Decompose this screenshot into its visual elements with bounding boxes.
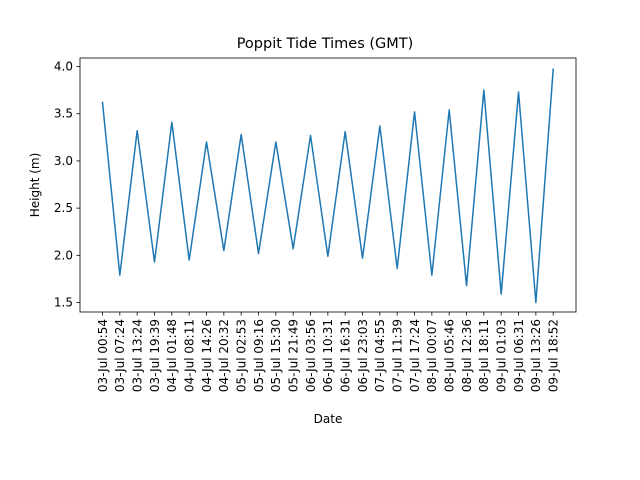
y-tick-label: 3.5: [54, 107, 73, 121]
x-tick-label: 09-Jul 13:26: [529, 319, 543, 392]
x-tick-label: 03-Jul 19:39: [148, 319, 162, 392]
x-tick-label: 03-Jul 00:54: [96, 319, 110, 392]
x-tick-label: 05-Jul 15:30: [269, 319, 283, 392]
x-tick-label: 04-Jul 14:26: [200, 319, 214, 392]
x-tick-label: 09-Jul 18:52: [547, 319, 561, 392]
x-axis-label: Date: [314, 412, 343, 426]
y-tick-label: 1.5: [54, 296, 73, 310]
x-tick-label: 07-Jul 04:55: [373, 319, 387, 392]
x-tick-label: 09-Jul 01:03: [494, 319, 508, 392]
x-tick-label: 08-Jul 18:11: [477, 319, 491, 392]
x-tick-label: 06-Jul 03:56: [304, 319, 318, 392]
x-axis-ticks: 03-Jul 00:54 03-Jul 07:24 03-Jul 13:24 03-J…: [96, 312, 561, 392]
chart-title: Poppit Tide Times (GMT): [237, 36, 414, 52]
x-tick-label: 08-Jul 05:46: [442, 319, 456, 392]
x-tick-label: 06-Jul 10:31: [321, 319, 335, 392]
x-tick-label: 06-Jul 23:03: [356, 319, 370, 392]
x-tick-label: 04-Jul 08:11: [182, 319, 196, 392]
x-tick-label: 06-Jul 16:31: [338, 319, 352, 392]
tide-height-line: [101, 68, 555, 304]
x-tick-label: 04-Jul 20:32: [217, 319, 231, 392]
y-axis-ticks: 1.5 2.0 2.5 3.0 3.5 4.0: [54, 59, 80, 310]
x-tick-label: 07-Jul 17:24: [408, 319, 422, 392]
x-tick-label: 05-Jul 09:16: [252, 319, 266, 392]
x-tick-label: 04-Jul 01:48: [165, 319, 179, 392]
plot-background: [80, 58, 576, 312]
x-tick-label: 05-Jul 21:49: [286, 319, 300, 392]
x-tick-label: 08-Jul 00:07: [425, 319, 439, 392]
y-tick-label: 3.0: [54, 154, 73, 168]
y-tick-label: 2.0: [54, 248, 73, 262]
y-tick-label: 4.0: [54, 59, 73, 73]
x-tick-label: 09-Jul 06:31: [512, 319, 526, 392]
y-axis-label: Height (m): [28, 153, 42, 218]
x-tick-label: 05-Jul 02:53: [234, 319, 248, 392]
x-tick-label: 08-Jul 12:36: [460, 319, 474, 392]
x-tick-label: 03-Jul 07:24: [113, 319, 127, 392]
x-tick-label: 03-Jul 13:24: [130, 319, 144, 392]
plot-frame: [79, 57, 577, 313]
x-tick-label: 07-Jul 11:39: [390, 319, 404, 392]
y-tick-label: 2.5: [54, 201, 73, 215]
plot-area: 1.5 2.0 2.5 3.0 3.5 4.0 03-Jul 00:54 03-Jul 07…: [54, 57, 577, 392]
